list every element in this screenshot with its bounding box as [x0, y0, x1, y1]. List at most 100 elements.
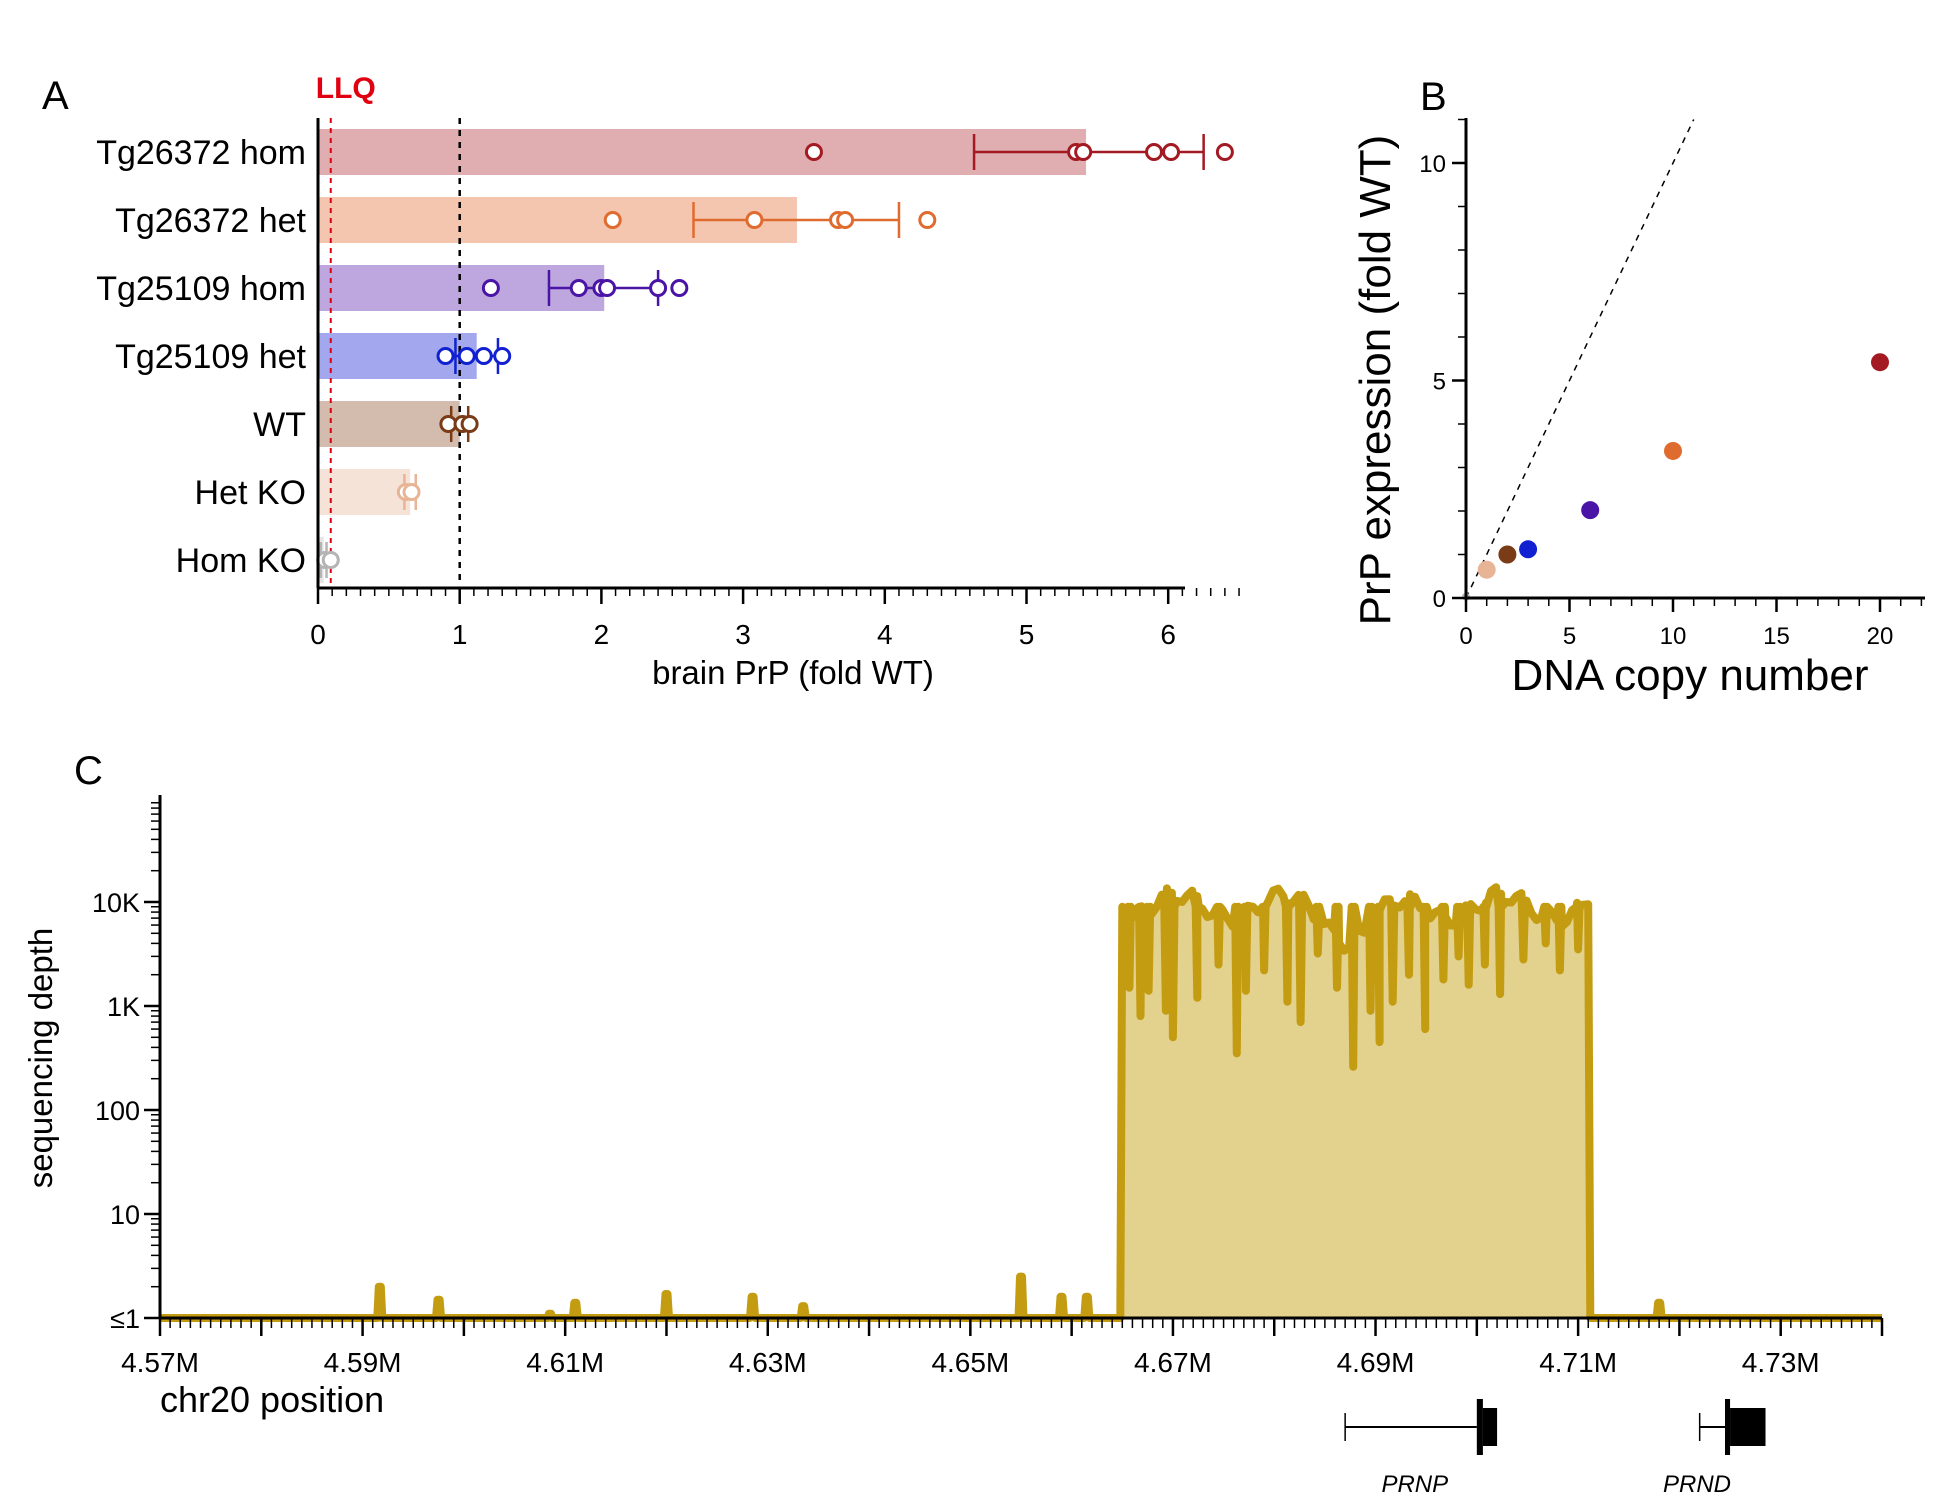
x-tick-label: 1	[452, 619, 468, 650]
category-label: Hom KO	[176, 542, 306, 580]
scatter-point	[1581, 501, 1600, 520]
x-tick-label: 4.67M	[1134, 1347, 1212, 1378]
x-tick-label: 4.57M	[121, 1347, 199, 1378]
x-axis-title: chr20 position	[160, 1379, 384, 1420]
y-tick-label: 10K	[92, 888, 140, 918]
x-tick-label: 2	[594, 619, 610, 650]
y-tick-label: 100	[95, 1096, 140, 1126]
depth-line	[160, 883, 1882, 1322]
x-tick-label: 4	[877, 619, 893, 650]
x-tick-label: 4.59M	[324, 1347, 402, 1378]
data-point	[670, 279, 689, 297]
x-tick-label: 3	[735, 619, 751, 650]
panel-label-a: A	[42, 74, 69, 118]
x-tick-label: 4.61M	[526, 1347, 604, 1378]
x-tick-label: 20	[1867, 623, 1894, 650]
scatter-point	[1664, 441, 1682, 460]
x-tick-label: 4.73M	[1742, 1347, 1820, 1378]
category-label: Het KO	[195, 474, 306, 512]
data-point	[493, 347, 512, 365]
x-tick-label: 5	[1019, 619, 1035, 650]
y-axis-title: PrP expression (fold WT)	[1351, 135, 1400, 626]
y-tick-label: 5	[1433, 369, 1446, 396]
data-points	[316, 143, 1234, 569]
y-tick-label: 10	[110, 1200, 140, 1230]
gene-exon	[1724, 1399, 1731, 1455]
data-point	[745, 211, 764, 229]
y-ticks: 0 5 10	[1419, 118, 1466, 613]
panel-label-b: B	[1420, 75, 1447, 119]
x-tick-label: 4.71M	[1539, 1347, 1617, 1378]
x-tick-label: 0	[310, 619, 326, 650]
scatter-point	[1871, 353, 1889, 372]
bar-group	[318, 129, 1087, 583]
bar	[318, 469, 411, 515]
x-ticks: 4.57M 4.59M 4.61M 4.63M 4.65M 4.67M 4.69M 4.71M…	[121, 1318, 1884, 1378]
gene-label: PRND	[1663, 1471, 1731, 1498]
data-point	[436, 347, 455, 365]
category-label: Tg25109 hom	[96, 270, 306, 308]
category-labels: Tg26372 hom Tg26372 het Tg25109 hom Tg25109…	[96, 134, 306, 580]
scatter-points	[1462, 353, 1889, 601]
data-point	[402, 483, 421, 501]
data-point	[481, 279, 500, 297]
y-tick-label: 1K	[107, 992, 140, 1022]
y-axis-title: sequencing depth	[22, 928, 59, 1189]
identity-line	[1465, 119, 1695, 599]
scatter-point	[1477, 560, 1496, 579]
data-point	[1074, 143, 1093, 161]
panel-b: B 0 5 10 0 5 10 15 20 PrP expression (fold WT)…	[1351, 75, 1925, 700]
x-tick-label: 4.69M	[1337, 1347, 1415, 1378]
bar	[318, 129, 1087, 175]
data-point	[649, 279, 668, 297]
x-tick-label: 6	[1160, 619, 1176, 650]
data-point	[598, 279, 617, 297]
x-tick-label: 4.65M	[931, 1347, 1009, 1378]
category-label: WT	[253, 406, 306, 444]
scatter-point	[1498, 545, 1517, 564]
data-point	[804, 143, 823, 161]
data-point	[1145, 143, 1164, 161]
panel-label-c: C	[74, 749, 103, 793]
data-point	[321, 551, 340, 569]
data-point	[1215, 143, 1234, 161]
x-tick-label: 4.63M	[729, 1347, 807, 1378]
x-tick-label: 0	[1459, 623, 1472, 650]
y-tick-label: 10	[1419, 151, 1446, 178]
panel-c: C ≤1 10 100 1K 10K 4.57M 4.59M 4.61M 4.63M 4.65M…	[22, 749, 1884, 1498]
x-tick-label: 15	[1763, 623, 1790, 650]
y-tick-label: ≤1	[110, 1304, 140, 1334]
gene-exon	[1730, 1408, 1766, 1446]
data-point	[460, 415, 479, 433]
bar	[318, 401, 460, 447]
data-point	[1162, 143, 1181, 161]
x-tick-label: 10	[1660, 623, 1687, 650]
gene-track: PRNP PRND	[1344, 1399, 1766, 1498]
category-label: Tg26372 het	[115, 202, 306, 240]
category-label: Tg25109 het	[115, 338, 306, 376]
y-tick-label: 0	[1433, 586, 1446, 613]
data-point	[836, 211, 855, 229]
data-point	[474, 347, 493, 365]
x-ticks: 0 1 2 3 4 5 6	[310, 588, 1240, 650]
gene-model: PRND	[1663, 1399, 1766, 1498]
x-axis-title: DNA copy number	[1511, 651, 1868, 700]
x-tick-label: 5	[1563, 623, 1576, 650]
x-axis-title: brain PrP (fold WT)	[652, 654, 934, 691]
category-label: Tg26372 hom	[96, 134, 306, 172]
gene-exon	[1476, 1399, 1483, 1455]
llq-label: LLQ	[316, 72, 376, 105]
scatter-point	[1519, 540, 1538, 559]
data-point	[457, 347, 476, 365]
gene-model: PRNP	[1344, 1399, 1498, 1498]
data-point	[603, 211, 622, 229]
data-point	[918, 211, 937, 229]
gene-label: PRNP	[1381, 1471, 1448, 1498]
data-point	[569, 279, 588, 297]
y-ticks: ≤1 10 100 1K 10K	[92, 802, 160, 1334]
x-ticks: 0 5 10 15 20	[1459, 598, 1923, 650]
gene-exon	[1482, 1408, 1498, 1446]
